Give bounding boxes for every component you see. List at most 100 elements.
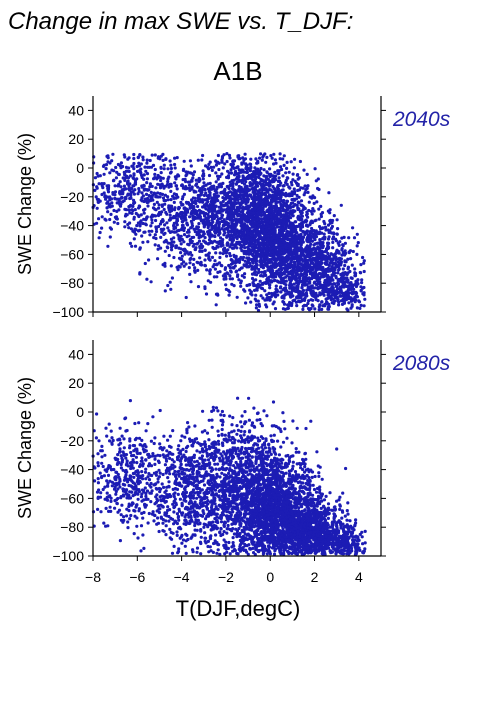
- scatter-point: [260, 252, 264, 256]
- scatter-point: [111, 179, 116, 183]
- scatter-point: [321, 271, 325, 276]
- scatter-point: [265, 296, 269, 300]
- scatter-point: [133, 178, 137, 182]
- scatter-point: [167, 229, 171, 233]
- scatter-point: [313, 294, 317, 298]
- scatter-point: [342, 300, 346, 304]
- scatter-point: [129, 193, 133, 198]
- scatter-point: [286, 270, 290, 274]
- scatter-point: [268, 183, 272, 187]
- scatter-point: [244, 166, 248, 170]
- scatter-point: [157, 468, 161, 472]
- scatter-point: [209, 187, 213, 191]
- scatter-point: [335, 218, 339, 222]
- scatter-point: [137, 161, 141, 165]
- scatter-point: [199, 217, 203, 221]
- scatter-point: [133, 244, 138, 248]
- scatter-point: [285, 221, 289, 225]
- y-tick-label: −100: [52, 304, 84, 320]
- scatter-point: [196, 204, 200, 209]
- scatter-point: [128, 204, 133, 208]
- scatter-point: [196, 199, 200, 203]
- scatter-point: [216, 217, 220, 221]
- scatter-point: [296, 273, 300, 277]
- scatter-point: [236, 214, 240, 218]
- scatter-point: [244, 162, 248, 166]
- scatter-point: [279, 285, 283, 289]
- scatter-point: [227, 263, 231, 268]
- scatter-point: [108, 235, 112, 239]
- scatter-point: [132, 156, 136, 161]
- scatter-point: [217, 167, 221, 172]
- scatter-point: [253, 234, 257, 238]
- scatter-point: [251, 190, 255, 194]
- scatter-point: [254, 293, 258, 297]
- scatter-point: [305, 186, 309, 190]
- scatter-point: [264, 175, 268, 179]
- scatter-point: [280, 199, 284, 203]
- scatter-point: [100, 182, 104, 186]
- scatter-point: [305, 260, 309, 264]
- scatter-point: [239, 284, 243, 288]
- scatter-point: [214, 171, 218, 175]
- scatter-point: [231, 219, 235, 223]
- y-tick-label: 40: [68, 102, 84, 118]
- figure-title: Change in max SWE vs. T_DJF:: [8, 8, 353, 35]
- scatter-point: [225, 152, 229, 156]
- scatter-point: [142, 217, 146, 221]
- scatter-point: [196, 241, 200, 245]
- scatter-point: [333, 271, 337, 275]
- scatter-point: [226, 288, 230, 292]
- scatter-point: [122, 188, 126, 192]
- scatter-point: [113, 184, 117, 188]
- scatter-point: [153, 167, 157, 172]
- scatter-point: [285, 235, 289, 239]
- scatter-point: [296, 200, 300, 204]
- scatter-point: [139, 219, 143, 223]
- scatter-point: [189, 256, 193, 261]
- scatter-point: [260, 158, 264, 162]
- scatter-point: [280, 167, 284, 172]
- scatter-point: [279, 277, 283, 281]
- scatter-point: [146, 204, 150, 208]
- scatter-point: [328, 229, 332, 233]
- scatter-point: [97, 182, 101, 186]
- scatter-point: [189, 226, 193, 230]
- scatter-point: [121, 176, 125, 180]
- scatter-point: [182, 226, 186, 230]
- scatter-point: [218, 270, 222, 274]
- scatter-point: [259, 274, 264, 278]
- scatter-point: [163, 289, 167, 293]
- scatter-point: [141, 155, 145, 159]
- scatter-point: [324, 297, 328, 301]
- scatter-point: [132, 152, 136, 157]
- scatter-point: [159, 165, 163, 169]
- scatter-point: [221, 274, 225, 278]
- scatter-point: [277, 176, 281, 180]
- scatter-point: [159, 227, 163, 231]
- scatter-point: [107, 195, 111, 199]
- scatter-point: [164, 210, 168, 215]
- scatter-point: [286, 306, 290, 311]
- scatter-point: [273, 193, 277, 197]
- scatter-point: [185, 235, 189, 239]
- scatter-point: [157, 206, 161, 210]
- scatter-point: [350, 263, 354, 267]
- scatter-point: [237, 278, 241, 282]
- scatter-point: [227, 293, 231, 297]
- scatter-point: [163, 199, 168, 203]
- scatter-point: [261, 266, 265, 270]
- scatter-point: [133, 493, 137, 497]
- scatter-point: [145, 158, 149, 162]
- scatter-point: [105, 434, 109, 438]
- scatter-point: [293, 203, 297, 207]
- scatter-point: [308, 257, 312, 261]
- scatter-point: [206, 232, 210, 236]
- scatter-point: [243, 182, 247, 186]
- scatter-point: [166, 195, 170, 199]
- scatter-point: [156, 477, 160, 481]
- scatter-point: [228, 183, 232, 188]
- scatter-point: [362, 304, 366, 308]
- scatter-point: [270, 208, 274, 212]
- scatter-point: [293, 276, 297, 280]
